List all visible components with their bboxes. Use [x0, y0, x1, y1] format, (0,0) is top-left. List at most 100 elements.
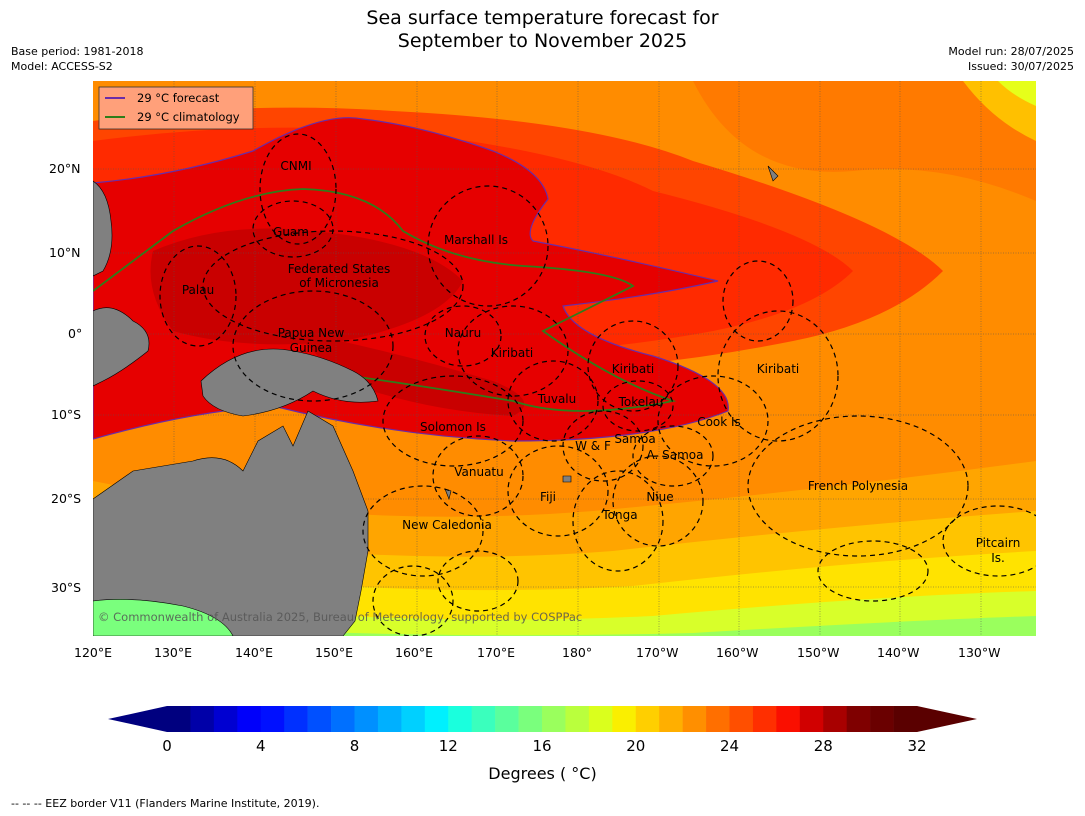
lon-tick-140w: 140°W [877, 645, 920, 660]
lat-tick-30s: 30°S [51, 580, 82, 595]
colorbar-tick-label: 0 [162, 737, 172, 755]
region-labels: CNMI Guam Marshall Is Federated States o… [182, 159, 1020, 565]
colorbar-cell [893, 706, 918, 732]
label-tuvalu: Tuvalu [537, 392, 577, 406]
colorbar-tick-label: 8 [350, 737, 360, 755]
meta-right: Model run: 28/07/2025 Issued: 30/07/2025 [948, 44, 1074, 74]
colorbar-cell [588, 706, 613, 732]
lon-tick-170w: 170°W [636, 645, 679, 660]
eez-fsm [202, 230, 464, 342]
colorbar-cell [682, 706, 707, 732]
label-guam: Guam [273, 225, 309, 239]
eez-marshall [427, 185, 549, 307]
label-cook: Cook Is [697, 415, 741, 429]
colorbar-svg: 0 4 8 12 16 20 24 28 32 [108, 706, 977, 755]
label-new-caledonia: New Caledonia [402, 518, 492, 532]
model-name: Model: ACCESS-S2 [11, 60, 113, 73]
colorbar-min-arrow [108, 706, 167, 732]
label-solomon: Solomon Is [420, 420, 486, 434]
colorbar-cell [260, 706, 285, 732]
band-ne [93, 81, 1036, 201]
eez-footnote: -- -- -- EEZ border V11 (Flanders Marine… [11, 797, 320, 810]
label-png-2: Guinea [290, 341, 333, 355]
eez-solomon [382, 375, 524, 467]
lon-tick-150w: 150°W [797, 645, 840, 660]
colorbar-cell [377, 706, 402, 732]
colorbar-cell [424, 706, 449, 732]
colorbar-cell [659, 706, 683, 732]
colorbar-cell [401, 706, 426, 732]
label-marshall: Marshall Is [444, 233, 508, 247]
colorbar-cell [237, 706, 262, 732]
graticule [93, 81, 1036, 636]
lat-tick-0: 0° [68, 326, 83, 341]
colorbar-cell [190, 706, 215, 732]
colorbar-tick-label: 12 [439, 737, 458, 755]
label-samoa: Samoa [614, 432, 655, 446]
eez-png [232, 290, 394, 402]
label-french-polynesia: French Polynesia [808, 479, 908, 493]
lat-tick-10s: 10°S [51, 407, 82, 422]
eez-borders [159, 133, 1036, 636]
new-guinea [200, 348, 379, 417]
label-png-1: Papua New [278, 326, 345, 340]
colorbar-cell [870, 706, 894, 732]
indonesia [93, 307, 150, 387]
map-legend: 29 °C forecast 29 °C climatology [98, 86, 254, 130]
colorbar-cell [612, 706, 637, 732]
colorbar-cell [635, 706, 660, 732]
lat-tick-20s: 20°S [51, 491, 82, 506]
colorbar-cell [799, 706, 824, 732]
colorbar-cell [823, 706, 847, 732]
colorbar-cell [729, 706, 754, 732]
sst-map-canvas: CNMI Guam Marshall Is Federated States o… [93, 81, 1036, 636]
colorbar-cell [213, 706, 238, 732]
label-fsm-2: of Micronesia [299, 276, 379, 290]
label-kiribati-e: Kiribati [757, 362, 799, 376]
colorbar-label: Degrees ( °C) [488, 764, 597, 783]
colorbar-max-arrow [917, 706, 977, 732]
eez-tuvalu [507, 360, 599, 442]
label-tonga: Tonga [601, 508, 637, 522]
colorbar-cell [706, 706, 730, 732]
lon-tick-160e: 160°E [395, 645, 434, 660]
label-cnmi: CNMI [280, 159, 311, 173]
colorbar-cell [565, 706, 590, 732]
label-kiribati-w: Kiribati [491, 346, 533, 360]
eez-lord-howe [372, 565, 454, 636]
label-wallis-futuna: W & F [575, 439, 611, 453]
label-kiribati-c: Kiribati [612, 362, 654, 376]
label-niue: Niue [646, 490, 673, 504]
lon-tick-170e: 170°E [477, 645, 516, 660]
eez-guam [252, 200, 334, 258]
lat-tick-20n: 20°N [49, 161, 81, 176]
colorbar-cell [471, 706, 496, 732]
map-title: Sea surface temperature forecast for Sep… [0, 7, 1085, 53]
label-pitcairn-1: Pitcairn [976, 536, 1021, 550]
eez-vanuatu [432, 435, 524, 517]
eez-tokelau [602, 380, 674, 432]
label-pitcairn-2: Is. [991, 551, 1005, 565]
lon-tick-140e: 140°E [235, 645, 274, 660]
eez-kiribati-w [457, 305, 569, 397]
philippines [93, 180, 113, 277]
title-line-2: September to November 2025 [397, 30, 688, 52]
colorbar-cell [752, 706, 777, 732]
eez-nauru [424, 305, 502, 367]
legend-climatology-label: 29 °C climatology [137, 110, 240, 124]
legend-box [98, 86, 254, 130]
new-zealand [93, 599, 234, 636]
base-period: Base period: 1981-2018 [11, 45, 144, 58]
eez-samoa [632, 425, 714, 487]
colorbar-cell [542, 706, 566, 732]
australia [93, 410, 369, 636]
colorbar-tick-label: 24 [720, 737, 739, 755]
lat-tick-10n: 10°N [49, 245, 81, 260]
hawaii [767, 165, 779, 182]
colorbar-cell [331, 706, 355, 732]
band-ne-warm [913, 81, 1036, 141]
colorbar-cell [354, 706, 379, 732]
eez-line-islands [722, 260, 794, 342]
colorbar-cell [518, 706, 543, 732]
copyright-notice: © Commonwealth of Australia 2025, Bureau… [98, 610, 582, 624]
